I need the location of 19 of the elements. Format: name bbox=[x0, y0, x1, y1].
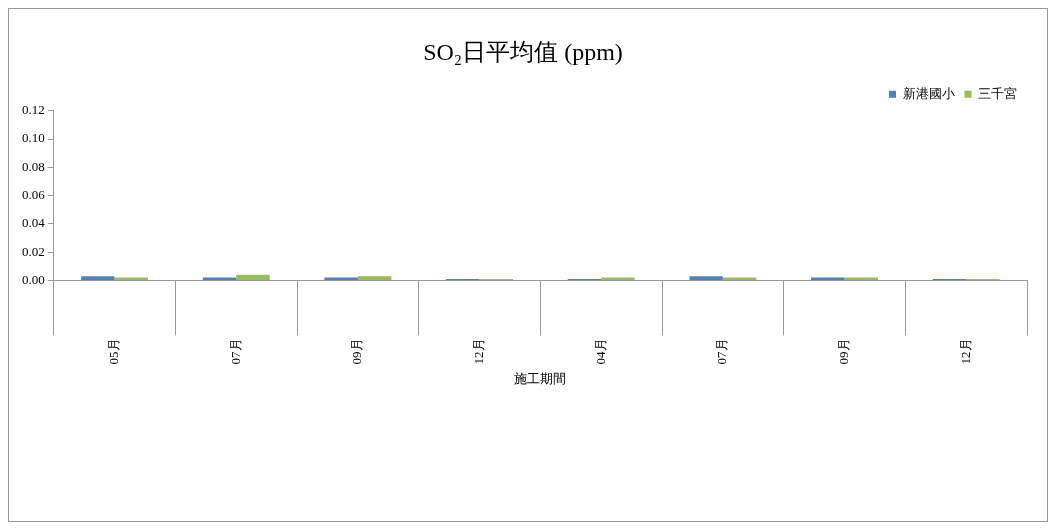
legend-label: 新港國小 bbox=[902, 85, 955, 101]
x-tick-label: 07月 bbox=[227, 338, 243, 365]
x-tick-label: 09月 bbox=[349, 338, 365, 365]
y-tick-label: 0.12 bbox=[22, 102, 45, 118]
y-tick-label: 0.08 bbox=[22, 158, 45, 174]
legend-label: 三千宮 bbox=[978, 85, 1017, 101]
chart-title: SO₂日平均值 (ppm) bbox=[423, 38, 623, 65]
x-tick-label: 12月 bbox=[470, 338, 486, 365]
x-tick-label: 12月 bbox=[957, 338, 973, 365]
y-tick-label: 0.10 bbox=[22, 130, 45, 146]
y-tick-label: 0.06 bbox=[22, 187, 46, 203]
x-tick-label: 09月 bbox=[835, 338, 851, 365]
x-tick-label: 05月 bbox=[106, 338, 121, 365]
y-tick-label: 0.02 bbox=[22, 243, 45, 259]
x-axis-title: 施工期間 bbox=[514, 370, 567, 386]
x-tick-label: 07月 bbox=[714, 338, 730, 365]
y-tick-label: 0.00 bbox=[22, 271, 45, 287]
y-tick-label: 0.04 bbox=[22, 215, 46, 231]
x-tick-label: 04月 bbox=[592, 338, 608, 365]
